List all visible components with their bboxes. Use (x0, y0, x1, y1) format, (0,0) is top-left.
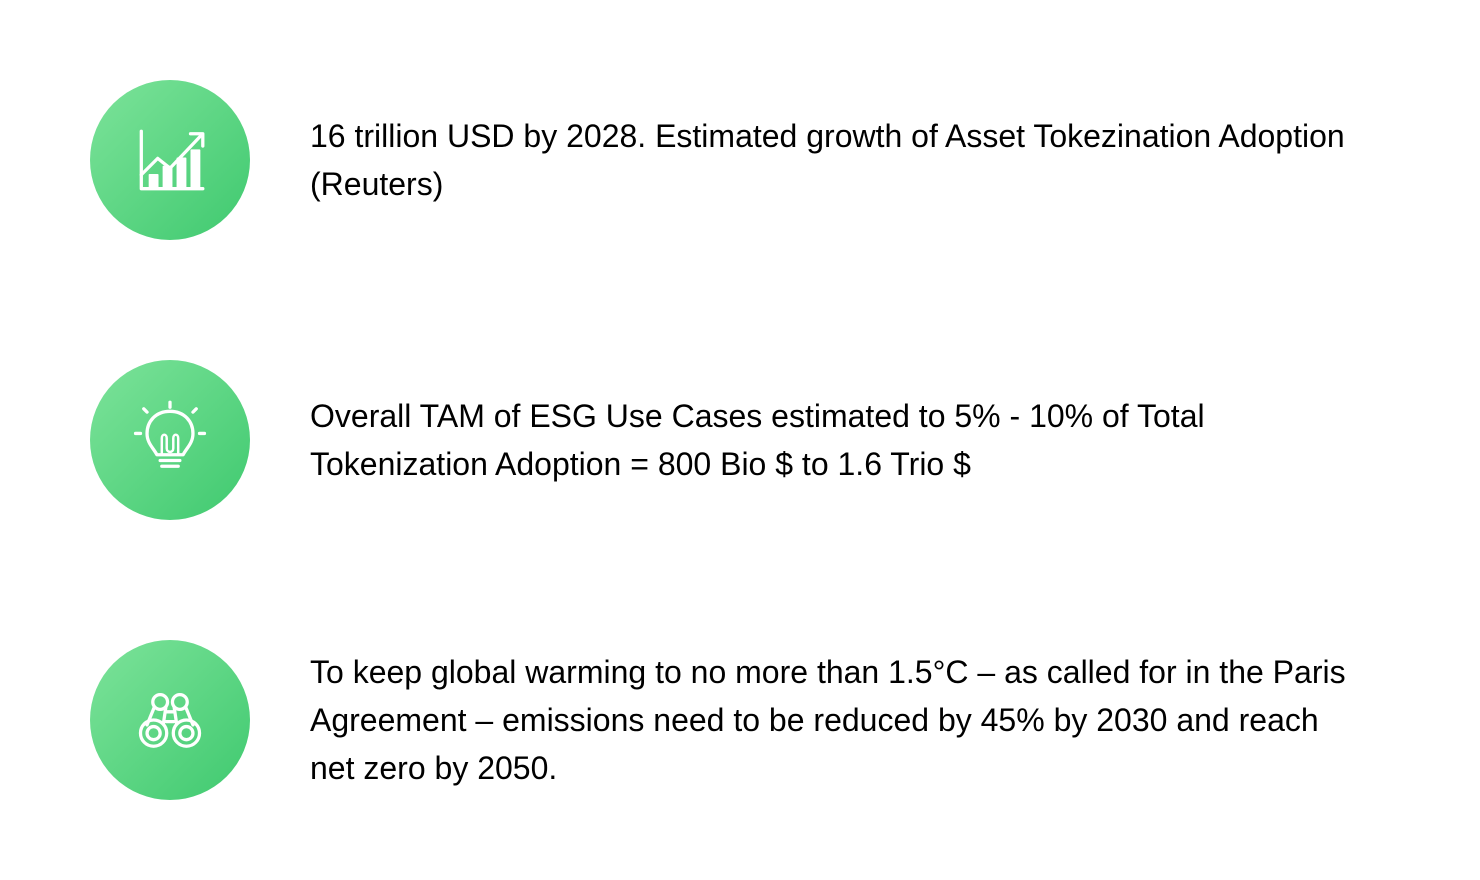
list-item: To keep global warming to no more than 1… (90, 640, 1390, 800)
icon-circle (90, 640, 250, 800)
lightbulb-icon (129, 399, 211, 481)
item-text: Overall TAM of ESG Use Cases estimated t… (310, 392, 1370, 488)
item-text: To keep global warming to no more than 1… (310, 648, 1370, 792)
binoculars-icon (129, 679, 211, 761)
info-card: 16 trillion USD by 2028. Estimated growt… (0, 0, 1480, 880)
icon-circle (90, 80, 250, 240)
list-item: Overall TAM of ESG Use Cases estimated t… (90, 360, 1390, 520)
item-text: 16 trillion USD by 2028. Estimated growt… (310, 112, 1370, 208)
list-item: 16 trillion USD by 2028. Estimated growt… (90, 80, 1390, 240)
icon-circle (90, 360, 250, 520)
growth-chart-icon (129, 119, 211, 201)
